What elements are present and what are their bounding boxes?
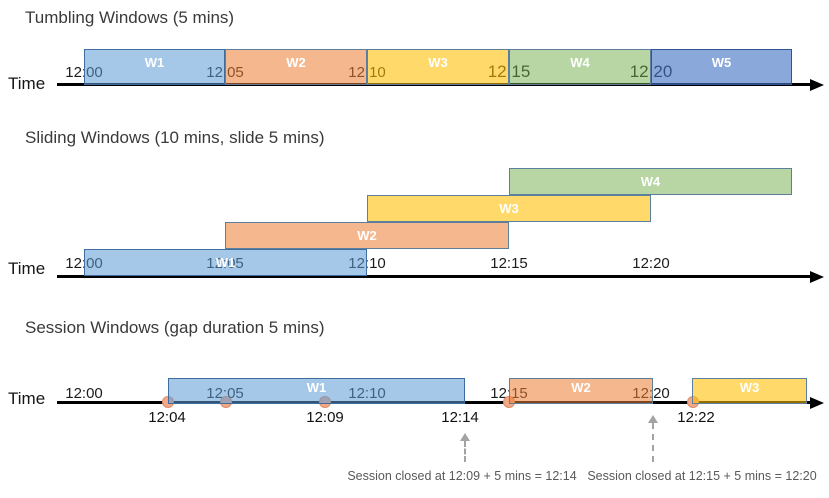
- section-title-tumbling: Tumbling Windows (5 mins): [25, 8, 235, 27]
- window-label-session-w1: W1: [306, 380, 327, 395]
- window-label-tumbling-w2: W2: [286, 55, 306, 70]
- callout-dashed-line-1: [464, 441, 466, 462]
- callout-arrowhead-1: [460, 433, 470, 441]
- window-label-sliding-w4: W4: [640, 174, 661, 189]
- callout-arrowhead-2: [648, 415, 658, 423]
- callout-annotation-1: Session closed at 12:09 + 5 mins = 12:14: [347, 469, 577, 483]
- window-bar-tumbling-w1: [84, 49, 225, 85]
- window-label-sliding-w3: W3: [499, 201, 519, 216]
- window-bar-tumbling-w2: [225, 49, 367, 85]
- window-label-tumbling-w5: W5: [711, 55, 732, 70]
- tick-label-sliding-12-20: 12:20: [632, 255, 670, 272]
- tick-label-sliding-12-15: 12:15: [490, 255, 528, 272]
- window-bar-tumbling-w3: [367, 49, 509, 85]
- event-time-label-12-14: 12:14: [441, 409, 479, 426]
- tick-label-session-12-00: 12:00: [65, 385, 103, 402]
- window-bar-sliding-w4: [509, 168, 792, 195]
- callout-dashed-line-2: [652, 423, 654, 462]
- time-axis-label-session: Time: [8, 389, 46, 408]
- window-label-sliding-w2: W2: [357, 228, 377, 243]
- window-bar-tumbling-w4: [509, 49, 651, 85]
- event-time-label-12-22: 12:22: [677, 409, 715, 426]
- window-label-sliding-w1: W1: [215, 255, 236, 270]
- section-title-sliding: Sliding Windows (10 mins, slide 5 mins): [25, 128, 325, 147]
- time-axis-sliding: [57, 275, 810, 278]
- time-axis-arrowhead-session: [810, 396, 824, 409]
- window-bar-sliding-w2: [225, 222, 509, 249]
- time-axis-arrowhead-tumbling: [810, 78, 824, 91]
- section-title-session: Session Windows (gap duration 5 mins): [25, 318, 325, 337]
- window-label-session-w3: W3: [739, 380, 760, 395]
- window-label-session-w2: W2: [571, 380, 591, 395]
- window-label-tumbling-w3: W3: [428, 55, 448, 70]
- event-time-label-12-04: 12:04: [148, 409, 186, 426]
- time-axis-arrowhead-sliding: [810, 270, 824, 283]
- window-label-tumbling-w1: W1: [144, 55, 165, 70]
- window-bar-session-w3: [692, 378, 807, 404]
- time-axis-label-sliding: Time: [8, 259, 46, 278]
- window-bar-sliding-w3: [367, 195, 651, 222]
- window-bar-sliding-w1: [84, 249, 367, 276]
- window-bar-session-w2: [509, 378, 653, 404]
- window-label-tumbling-w4: W4: [570, 55, 590, 70]
- window-bar-tumbling-w5: [651, 49, 792, 85]
- callout-annotation-2: Session closed at 12:15 + 5 mins = 12:20: [587, 469, 817, 483]
- time-axis-label-tumbling: Time: [8, 74, 46, 93]
- event-time-label-12-09: 12:09: [306, 409, 344, 426]
- window-bar-session-w1: [168, 378, 465, 404]
